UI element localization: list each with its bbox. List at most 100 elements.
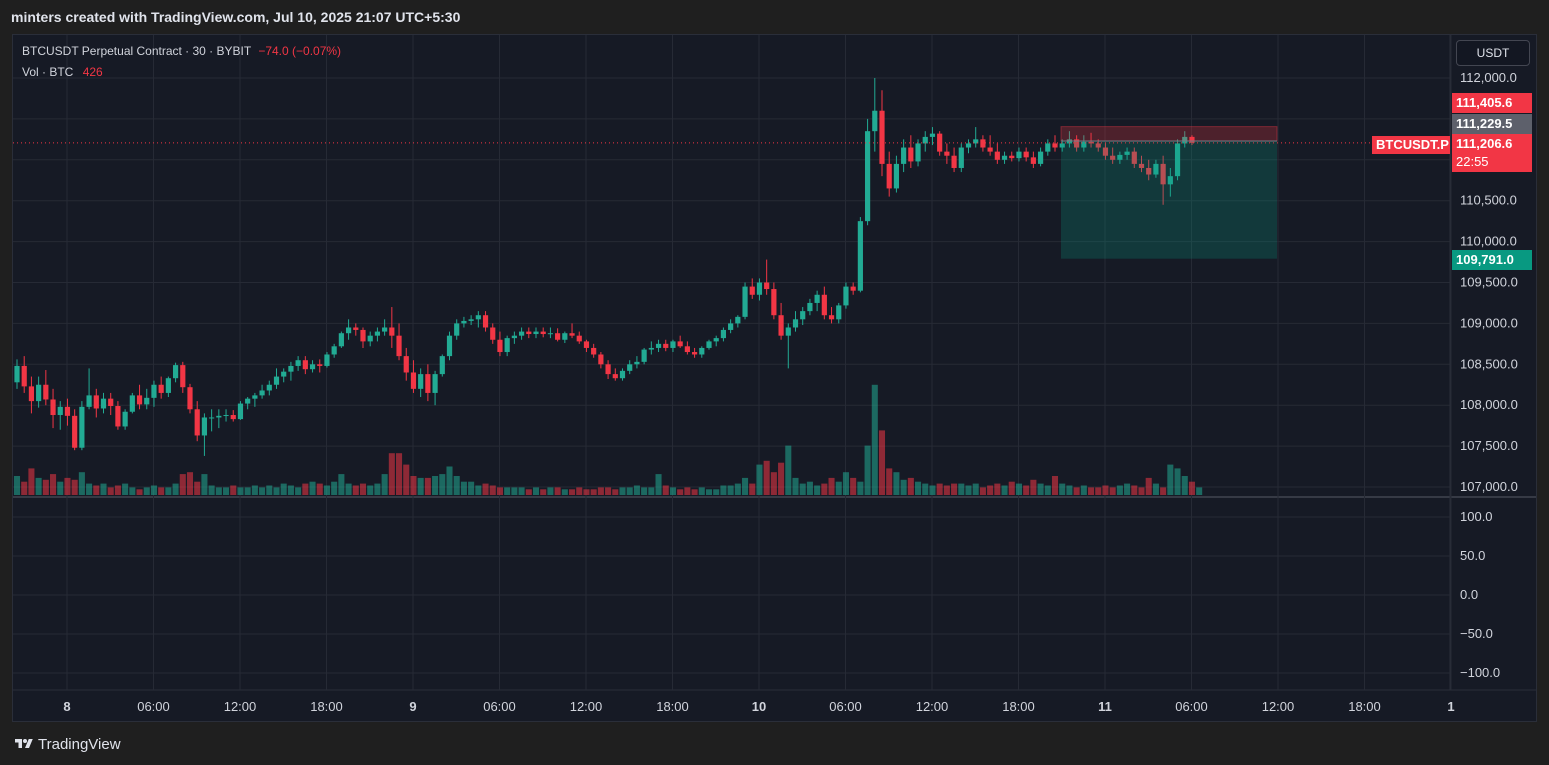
candle-body xyxy=(879,110,885,164)
candle-body xyxy=(929,133,936,137)
candle-body xyxy=(21,365,27,387)
volume-bar xyxy=(958,483,965,495)
time-axis-label: 06:00 xyxy=(483,699,516,714)
volume-bar xyxy=(107,487,114,495)
target-price-tag: 109,791.0 xyxy=(1452,250,1532,270)
volume-bar xyxy=(287,485,294,495)
volume-bar xyxy=(590,489,597,495)
candle-body xyxy=(1030,157,1036,164)
candle-body xyxy=(973,139,979,144)
volume-bar xyxy=(734,483,741,495)
candle-body xyxy=(814,294,820,303)
snapshot-caption: minters created with TradingView.com, Ju… xyxy=(11,9,461,25)
volume-bar xyxy=(93,485,100,495)
candle-body xyxy=(1074,139,1080,148)
candle-countdown: 22:55 xyxy=(1456,154,1489,169)
candle-body xyxy=(807,302,813,312)
volume-bar xyxy=(1037,483,1044,495)
volume-bar xyxy=(1044,485,1051,495)
candle-body xyxy=(216,415,222,418)
volume-legend[interactable]: Vol · BTC 426 xyxy=(22,65,103,79)
candle-body xyxy=(576,335,582,342)
candle-body xyxy=(1052,143,1058,148)
volume-bar xyxy=(1023,485,1030,495)
price-axis-label: 108,000.0 xyxy=(1460,397,1518,412)
volume-bar xyxy=(309,481,316,495)
volume-bar xyxy=(446,466,453,495)
volume-bar xyxy=(475,485,482,495)
price-axis-label: 107,000.0 xyxy=(1460,479,1518,494)
volume-bar xyxy=(922,483,929,495)
volume-bar xyxy=(1124,483,1131,495)
volume-bar xyxy=(814,485,821,495)
time-axis-label: 12:00 xyxy=(916,699,949,714)
candle-body xyxy=(14,365,20,383)
price-axis-label: 110,000.0 xyxy=(1460,234,1517,249)
volume-bar xyxy=(828,477,835,495)
candle-body xyxy=(547,333,554,335)
candle-body xyxy=(309,364,316,370)
volume-bar xyxy=(669,487,676,495)
candle-body xyxy=(944,151,950,156)
candle-body xyxy=(57,406,63,416)
time-axis-label: 12:00 xyxy=(224,699,257,714)
volume-bar xyxy=(583,489,590,495)
volume-bar xyxy=(122,483,129,495)
symbol-price-tag: BTCUSDT.P xyxy=(1372,136,1450,154)
candle-body xyxy=(266,384,272,391)
volume-bar xyxy=(987,485,994,495)
candle-body xyxy=(908,147,914,162)
candle-body xyxy=(756,282,763,295)
tradingview-brand[interactable]: TradingView xyxy=(0,730,121,758)
candle-body xyxy=(72,415,78,448)
volume-bar xyxy=(878,430,886,495)
candle-body xyxy=(317,364,323,366)
volume-bar xyxy=(1145,477,1152,495)
candle-body xyxy=(454,323,460,336)
volume-bar xyxy=(417,477,424,495)
candle-body xyxy=(670,341,676,348)
volume-bar xyxy=(129,487,136,495)
candle-body xyxy=(230,415,236,420)
candle-body xyxy=(389,327,395,336)
volume-bar xyxy=(215,487,222,495)
volume-bar xyxy=(1152,483,1159,495)
volume-bar xyxy=(453,476,460,495)
candle-body xyxy=(151,384,157,398)
candle-body xyxy=(367,335,373,342)
volume-bar xyxy=(295,487,302,495)
symbol-legend[interactable]: BTCUSDT Perpetual Contract · 30 · BYBIT … xyxy=(22,44,341,58)
volume-bar xyxy=(230,485,237,495)
candle-body xyxy=(980,139,986,148)
volume-bar xyxy=(1196,487,1203,495)
candle-body xyxy=(533,331,539,335)
price-axis-label: 107,500.0 xyxy=(1460,438,1518,453)
candle-body xyxy=(144,397,150,405)
last-price-tag: 111,206.6 22:55 xyxy=(1452,134,1532,172)
volume-bar xyxy=(1008,481,1015,495)
candle-body xyxy=(425,374,431,393)
volume-bar xyxy=(410,476,417,495)
time-axis-label: 06:00 xyxy=(829,699,862,714)
candle-body xyxy=(612,374,618,379)
volume-bar xyxy=(35,477,42,495)
volume-bar xyxy=(1138,487,1145,495)
candle-body xyxy=(245,398,251,404)
time-axis-label: 18:00 xyxy=(656,699,689,714)
candle-body xyxy=(684,346,690,353)
time-axis-label: 06:00 xyxy=(1175,699,1208,714)
volume-bar xyxy=(871,384,878,495)
time-axis-label: 1 xyxy=(1447,699,1454,714)
chart-pane[interactable] xyxy=(12,34,1537,722)
currency-button[interactable]: USDT xyxy=(1456,40,1530,66)
price-change: −74.0 (−0.07%) xyxy=(258,44,342,58)
volume-bar xyxy=(1167,464,1174,495)
candle-body xyxy=(194,409,200,436)
indicator-axis-label: −50.0 xyxy=(1460,626,1493,641)
volume-bar xyxy=(143,487,150,495)
volume-bar xyxy=(850,477,857,495)
volume-bar xyxy=(266,485,273,495)
volume-bar xyxy=(1051,476,1059,495)
volume-bar xyxy=(1073,487,1080,495)
